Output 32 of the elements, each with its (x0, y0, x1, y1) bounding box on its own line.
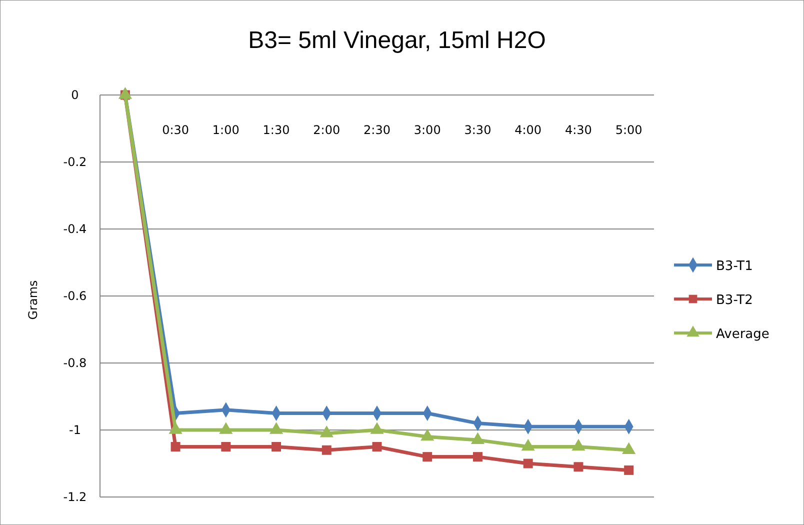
y-tick-label: -1.2 (63, 490, 87, 504)
point (422, 452, 432, 462)
y-tick-label: -0.6 (63, 289, 87, 303)
point (322, 445, 332, 455)
y-axis-title: Grams (26, 280, 40, 320)
chart-title: B3= 5ml Vinegar, 15ml H2O (248, 27, 546, 54)
point (170, 442, 180, 452)
point (372, 442, 382, 452)
point (221, 442, 231, 452)
x-tick-label: 4:30 (564, 123, 592, 137)
x-tick-label: 3:30 (464, 123, 492, 137)
x-tick-label: 2:00 (313, 123, 340, 137)
x-tick-label: 2:30 (364, 123, 390, 137)
y-tick-label: -1 (69, 423, 81, 437)
legend-label: B3-T2 (716, 293, 753, 308)
x-tick-label: 1:00 (212, 123, 240, 137)
x-tick-label: 4:00 (514, 123, 542, 137)
point (574, 462, 584, 472)
x-tick-label: 3:00 (414, 123, 441, 137)
legend-label: Average (716, 327, 770, 342)
y-tick-label: 0 (71, 88, 79, 102)
x-tick-label: 0:30 (162, 123, 190, 137)
x-tick-label: 1:30 (262, 123, 290, 137)
point (523, 458, 533, 468)
y-tick-label: -0.2 (63, 155, 87, 169)
point (624, 465, 634, 475)
legend-label: B3-T1 (716, 259, 753, 274)
point (472, 452, 482, 462)
y-tick-label: -0.4 (63, 222, 87, 236)
y-tick-label: -0.8 (63, 356, 87, 370)
x-tick-label: 5:00 (615, 123, 642, 137)
point (272, 442, 282, 452)
